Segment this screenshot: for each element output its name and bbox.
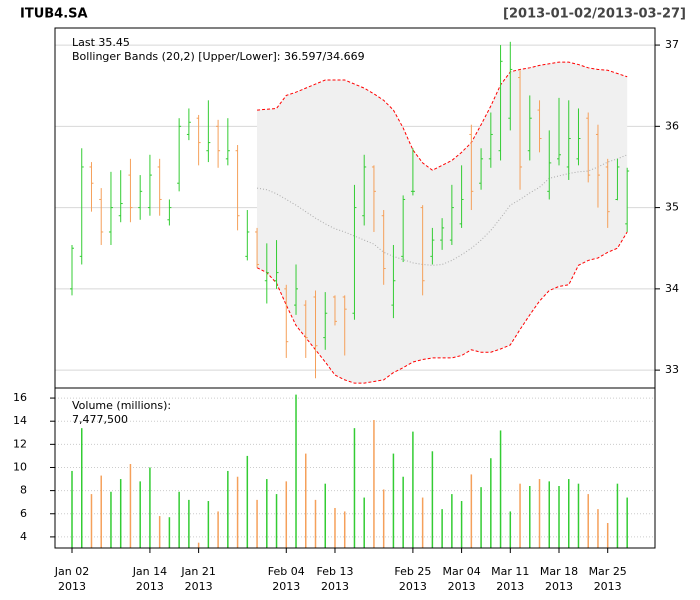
x-tick-label-line: 2013 xyxy=(496,580,524,593)
x-tick-label-line: 2013 xyxy=(448,580,476,593)
volume-title: Volume (millions): xyxy=(72,399,171,412)
y-tick-label: 8 xyxy=(20,484,27,497)
x-tick-label-line: Mar 04 xyxy=(442,565,480,578)
x-tick-label-line: Feb 25 xyxy=(394,565,431,578)
x-tick-label-line: 2013 xyxy=(545,580,573,593)
x-tick-label: Mar 18 2013 xyxy=(540,565,578,593)
x-tick-label-line: 2013 xyxy=(272,580,300,593)
x-tick-label: Jan 21 2013 xyxy=(180,565,215,593)
y-tick-label: 6 xyxy=(20,507,27,520)
x-tick-label: Jan 14 2013 xyxy=(132,565,167,593)
x-tick-label-line: Feb 04 xyxy=(268,565,305,578)
y-tick-label: 10 xyxy=(13,460,27,473)
y-tick-label: 4 xyxy=(20,530,27,543)
x-tick-label: Mar 25 2013 xyxy=(589,565,627,593)
y-tick-label: 16 xyxy=(13,391,27,404)
chart-title: ITUB4.SA xyxy=(20,7,88,22)
x-tick-label-line: 2013 xyxy=(185,580,213,593)
bands-label: Bollinger Bands (20,2) [Upper/Lower]: 36… xyxy=(72,50,365,63)
y-tick-label: 12 xyxy=(13,437,27,450)
x-tick-label-line: Mar 18 xyxy=(540,565,578,578)
x-tick-label-line: Jan 02 xyxy=(54,565,89,578)
y-tick-label: 33 xyxy=(665,363,679,376)
y-tick-label: 34 xyxy=(665,282,679,295)
band-lower xyxy=(256,231,628,384)
x-tick-label-line: 2013 xyxy=(321,580,349,593)
volume-last: 7,477,500 xyxy=(72,413,128,426)
y-tick-label: 14 xyxy=(13,414,27,427)
band-upper xyxy=(257,61,628,171)
date-range: [2013-01-02/2013-03-27] xyxy=(503,7,686,22)
x-tick-label-line: Jan 21 xyxy=(180,565,215,578)
y-tick-label: 35 xyxy=(665,201,679,214)
y-tick-label: 37 xyxy=(665,38,679,51)
x-tick-label-line: Jan 14 xyxy=(132,565,167,578)
x-tick-label-line: 2013 xyxy=(399,580,427,593)
x-tick-label-line: 2013 xyxy=(58,580,86,593)
x-tick-label-line: Mar 11 xyxy=(491,565,529,578)
x-tick-label-line: Feb 13 xyxy=(316,565,353,578)
x-tick-label: Feb 13 2013 xyxy=(316,565,353,593)
x-tick-label-line: 2013 xyxy=(594,580,622,593)
x-tick-label: Mar 04 2013 xyxy=(442,565,480,593)
y-tick-label: 36 xyxy=(665,119,679,132)
x-tick-label: Feb 25 2013 xyxy=(394,565,431,593)
x-tick-label: Mar 11 2013 xyxy=(491,565,529,593)
last-label: Last 35.45 xyxy=(72,36,130,49)
x-tick-label-line: Mar 25 xyxy=(589,565,627,578)
volume-frame xyxy=(54,387,656,549)
x-tick-label-line: 2013 xyxy=(136,580,164,593)
x-tick-label: Feb 04 2013 xyxy=(268,565,305,593)
x-tick-label: Jan 02 2013 xyxy=(54,565,89,593)
